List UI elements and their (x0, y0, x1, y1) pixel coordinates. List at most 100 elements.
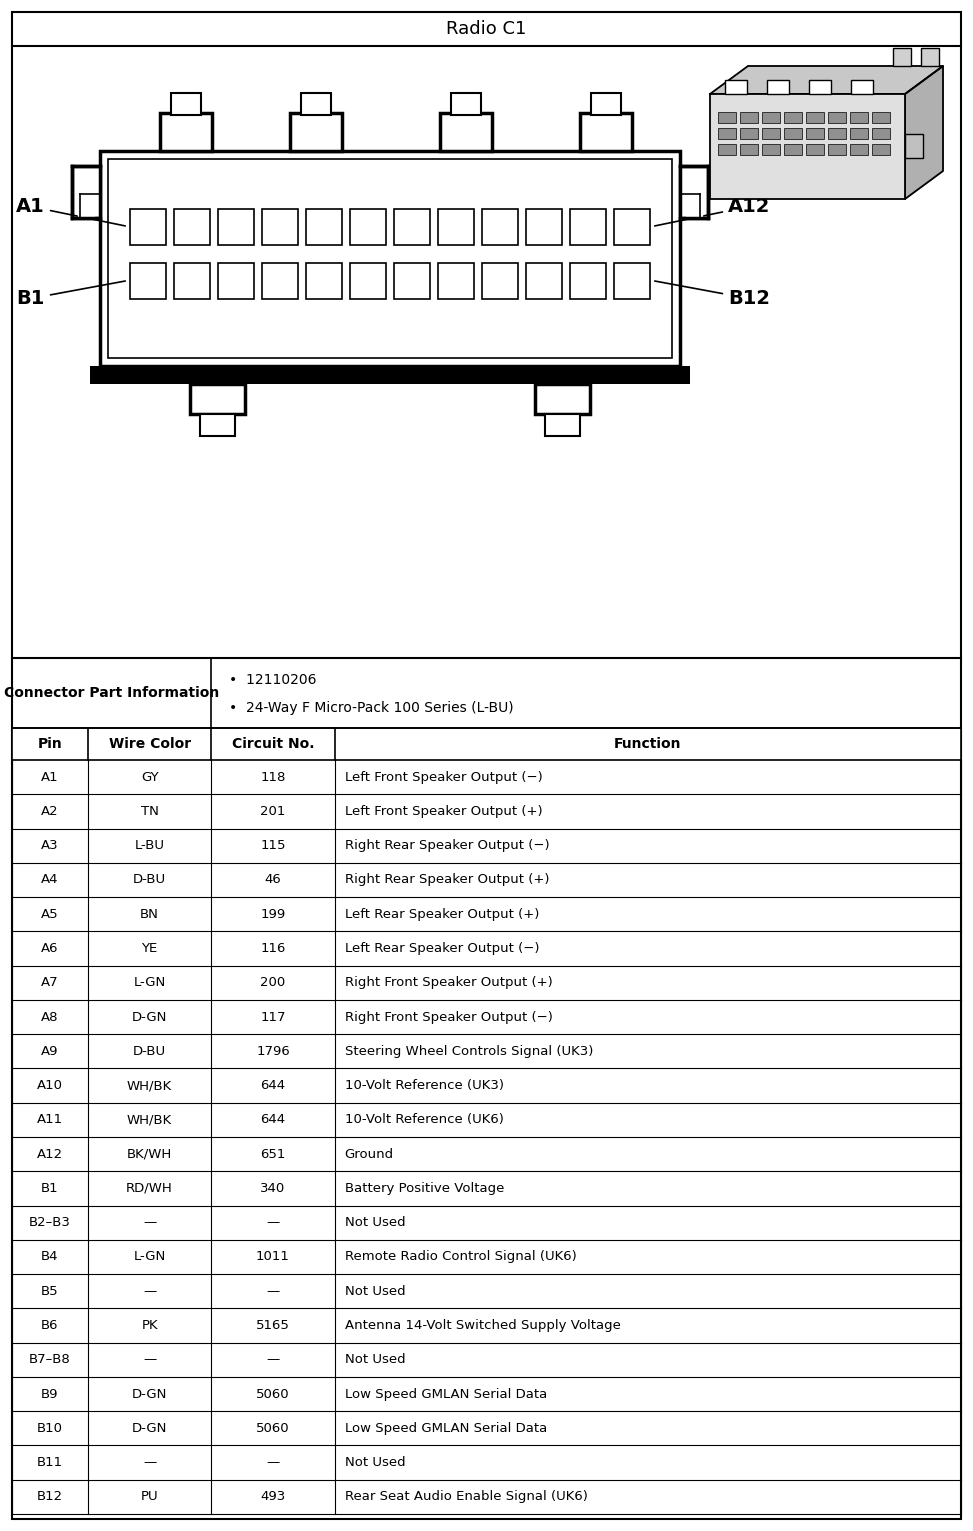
Text: 46: 46 (265, 874, 281, 886)
Bar (710, 93, 905, 199)
Text: D-GN: D-GN (132, 1422, 167, 1435)
Bar (614, 262, 650, 299)
Bar (535, 384, 590, 413)
Text: Left Rear Speaker Output (+): Left Rear Speaker Output (+) (344, 908, 539, 920)
Text: Low Speed GMLAN Serial Data: Low Speed GMLAN Serial Data (344, 1387, 547, 1401)
Bar (718, 112, 736, 122)
Bar (130, 262, 166, 299)
Text: 644: 644 (261, 1113, 285, 1127)
Bar (301, 93, 331, 115)
Text: Steering Wheel Controls Signal (UK3): Steering Wheel Controls Signal (UK3) (344, 1044, 593, 1058)
Text: B7–B8: B7–B8 (29, 1353, 71, 1366)
Bar (482, 208, 518, 245)
Bar (306, 262, 342, 299)
Bar (718, 144, 736, 155)
Bar (306, 208, 342, 245)
Bar (850, 144, 868, 155)
Text: Ground: Ground (344, 1148, 394, 1160)
Text: A7: A7 (41, 977, 58, 989)
Text: Battery Positive Voltage: Battery Positive Voltage (344, 1182, 504, 1194)
Bar (262, 262, 298, 299)
Text: —: — (143, 1285, 157, 1298)
Bar (174, 208, 210, 245)
Text: YE: YE (141, 942, 158, 955)
Bar (545, 413, 580, 436)
Bar (828, 144, 846, 155)
Text: 200: 200 (261, 977, 286, 989)
Text: B10: B10 (37, 1422, 63, 1435)
Bar (526, 262, 562, 299)
Text: B5: B5 (41, 1285, 58, 1298)
Text: A1: A1 (41, 770, 58, 784)
Text: 644: 644 (261, 1079, 285, 1092)
Text: Function: Function (614, 736, 681, 752)
Text: A9: A9 (41, 1044, 58, 1058)
Bar (718, 129, 736, 139)
Text: 1011: 1011 (256, 1251, 290, 1263)
Bar (108, 159, 672, 358)
Text: L-BU: L-BU (134, 839, 164, 853)
Text: 201: 201 (261, 805, 286, 818)
Bar (190, 384, 245, 413)
Text: B4: B4 (41, 1251, 58, 1263)
Bar (680, 165, 708, 217)
Bar (872, 144, 890, 155)
Text: A2: A2 (41, 805, 58, 818)
Text: BK/WH: BK/WH (127, 1148, 172, 1160)
Text: A11: A11 (37, 1113, 63, 1127)
Bar (570, 262, 606, 299)
Polygon shape (905, 66, 943, 199)
Text: Right Front Speaker Output (−): Right Front Speaker Output (−) (344, 1010, 553, 1024)
Text: A10: A10 (37, 1079, 63, 1092)
Text: B1: B1 (41, 1182, 58, 1194)
Bar (394, 208, 430, 245)
Text: A12: A12 (37, 1148, 63, 1160)
Bar (438, 208, 474, 245)
Text: —: — (143, 1216, 157, 1229)
Text: Pin: Pin (38, 736, 62, 752)
Text: Rear Seat Audio Enable Signal (UK6): Rear Seat Audio Enable Signal (UK6) (344, 1490, 588, 1503)
Text: B12: B12 (655, 282, 770, 308)
Text: Remote Radio Control Signal (UK6): Remote Radio Control Signal (UK6) (344, 1251, 576, 1263)
Bar (809, 80, 831, 93)
Bar (438, 262, 474, 299)
Text: 199: 199 (261, 908, 286, 920)
Bar (806, 129, 824, 139)
Text: A8: A8 (41, 1010, 58, 1024)
Bar (828, 112, 846, 122)
Bar (440, 113, 492, 152)
Text: Low Speed GMLAN Serial Data: Low Speed GMLAN Serial Data (344, 1422, 547, 1435)
Bar (740, 129, 758, 139)
Bar (262, 208, 298, 245)
Bar (591, 93, 621, 115)
Bar (893, 47, 911, 66)
Text: 1796: 1796 (256, 1044, 290, 1058)
Bar (850, 129, 868, 139)
Bar (762, 112, 780, 122)
Text: —: — (267, 1456, 279, 1470)
Text: Radio C1: Radio C1 (447, 20, 526, 38)
Bar (78, 188, 94, 217)
Bar (905, 135, 923, 158)
Bar (160, 113, 212, 152)
Bar (828, 129, 846, 139)
Text: D-BU: D-BU (133, 874, 166, 886)
Bar (740, 112, 758, 122)
Text: B1: B1 (17, 282, 126, 308)
Text: 115: 115 (260, 839, 286, 853)
Bar (290, 113, 342, 152)
Text: Wire Color: Wire Color (109, 736, 191, 752)
Text: RD/WH: RD/WH (126, 1182, 173, 1194)
Text: Left Front Speaker Output (+): Left Front Speaker Output (+) (344, 805, 542, 818)
Text: Connector Part Information: Connector Part Information (4, 686, 219, 700)
Text: —: — (267, 1353, 279, 1366)
Text: 340: 340 (261, 1182, 286, 1194)
Text: 116: 116 (261, 942, 286, 955)
Text: D-BU: D-BU (133, 1044, 166, 1058)
Bar (740, 144, 758, 155)
Text: —: — (143, 1456, 157, 1470)
Text: Not Used: Not Used (344, 1285, 406, 1298)
Bar (72, 165, 100, 217)
Bar (762, 144, 780, 155)
Text: PK: PK (141, 1320, 158, 1332)
